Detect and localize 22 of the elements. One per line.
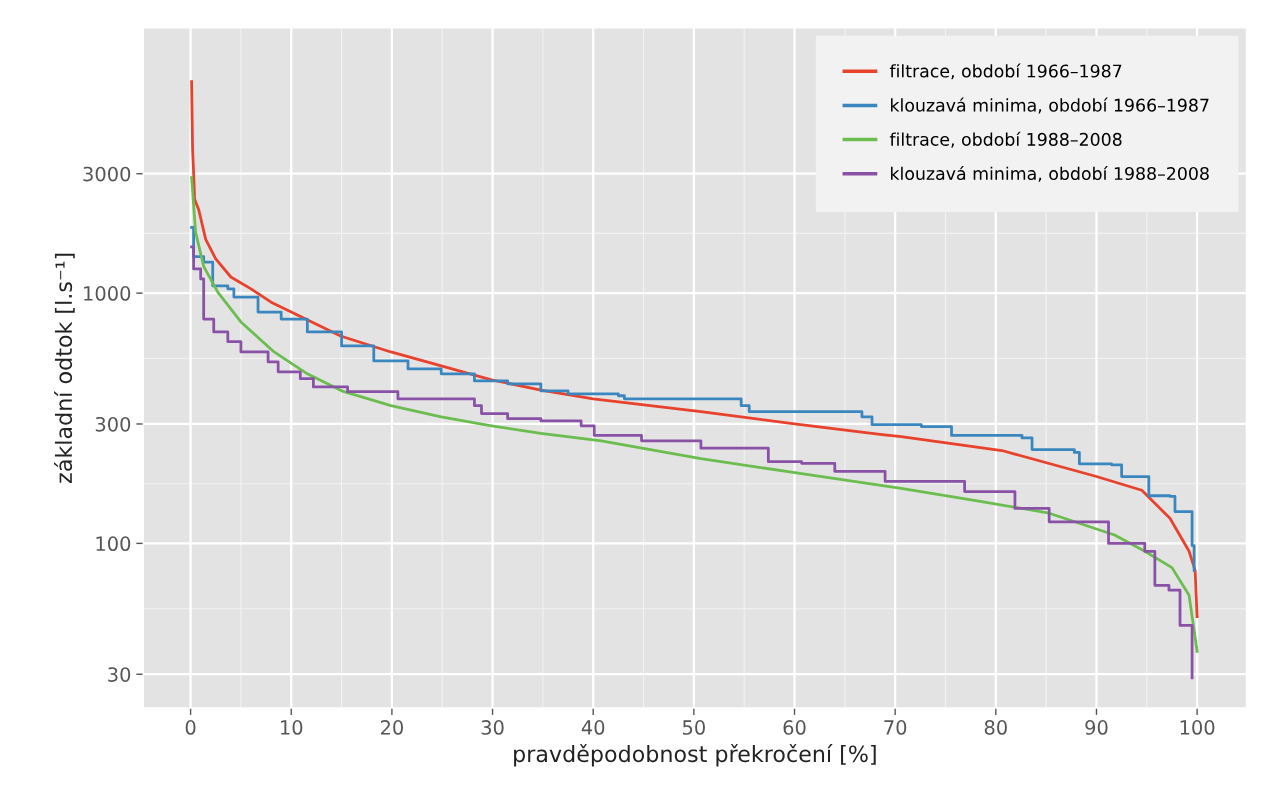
x-tick-label: 30 <box>481 720 504 735</box>
legend-label: filtrace, období 1988–2008 <box>889 131 1122 148</box>
legend-label: klouzavá minima, období 1966–1987 <box>891 97 1209 114</box>
x-tick-label: 90 <box>1085 720 1108 735</box>
y-tick-label: 3000 <box>83 166 131 182</box>
legend-label: filtrace, období 1966–1987 <box>889 63 1122 80</box>
legend-label: klouzavá minima, období 1988–2008 <box>891 165 1209 182</box>
x-axis-title: pravděpodobnost překročení [%] <box>514 744 876 767</box>
x-tick-label: 70 <box>884 720 907 735</box>
y-tick-label: 1000 <box>84 286 131 301</box>
y-tick-label: 100 <box>96 536 131 552</box>
x-tick-label: 80 <box>984 720 1007 735</box>
y-axis-title: základní odtok [l.s⁻¹] <box>54 253 75 483</box>
x-tick-label: 60 <box>783 720 806 735</box>
x-tick-label: 0 <box>185 720 196 735</box>
x-tick-label: 10 <box>281 720 303 735</box>
x-tick-label: 50 <box>682 720 705 735</box>
y-tick-label: 300 <box>95 416 131 432</box>
x-tick-label: 20 <box>380 720 403 735</box>
y-tick-label: 30 <box>108 667 131 682</box>
x-tick-label: 40 <box>581 720 605 735</box>
x-tick-label: 100 <box>1180 720 1215 735</box>
